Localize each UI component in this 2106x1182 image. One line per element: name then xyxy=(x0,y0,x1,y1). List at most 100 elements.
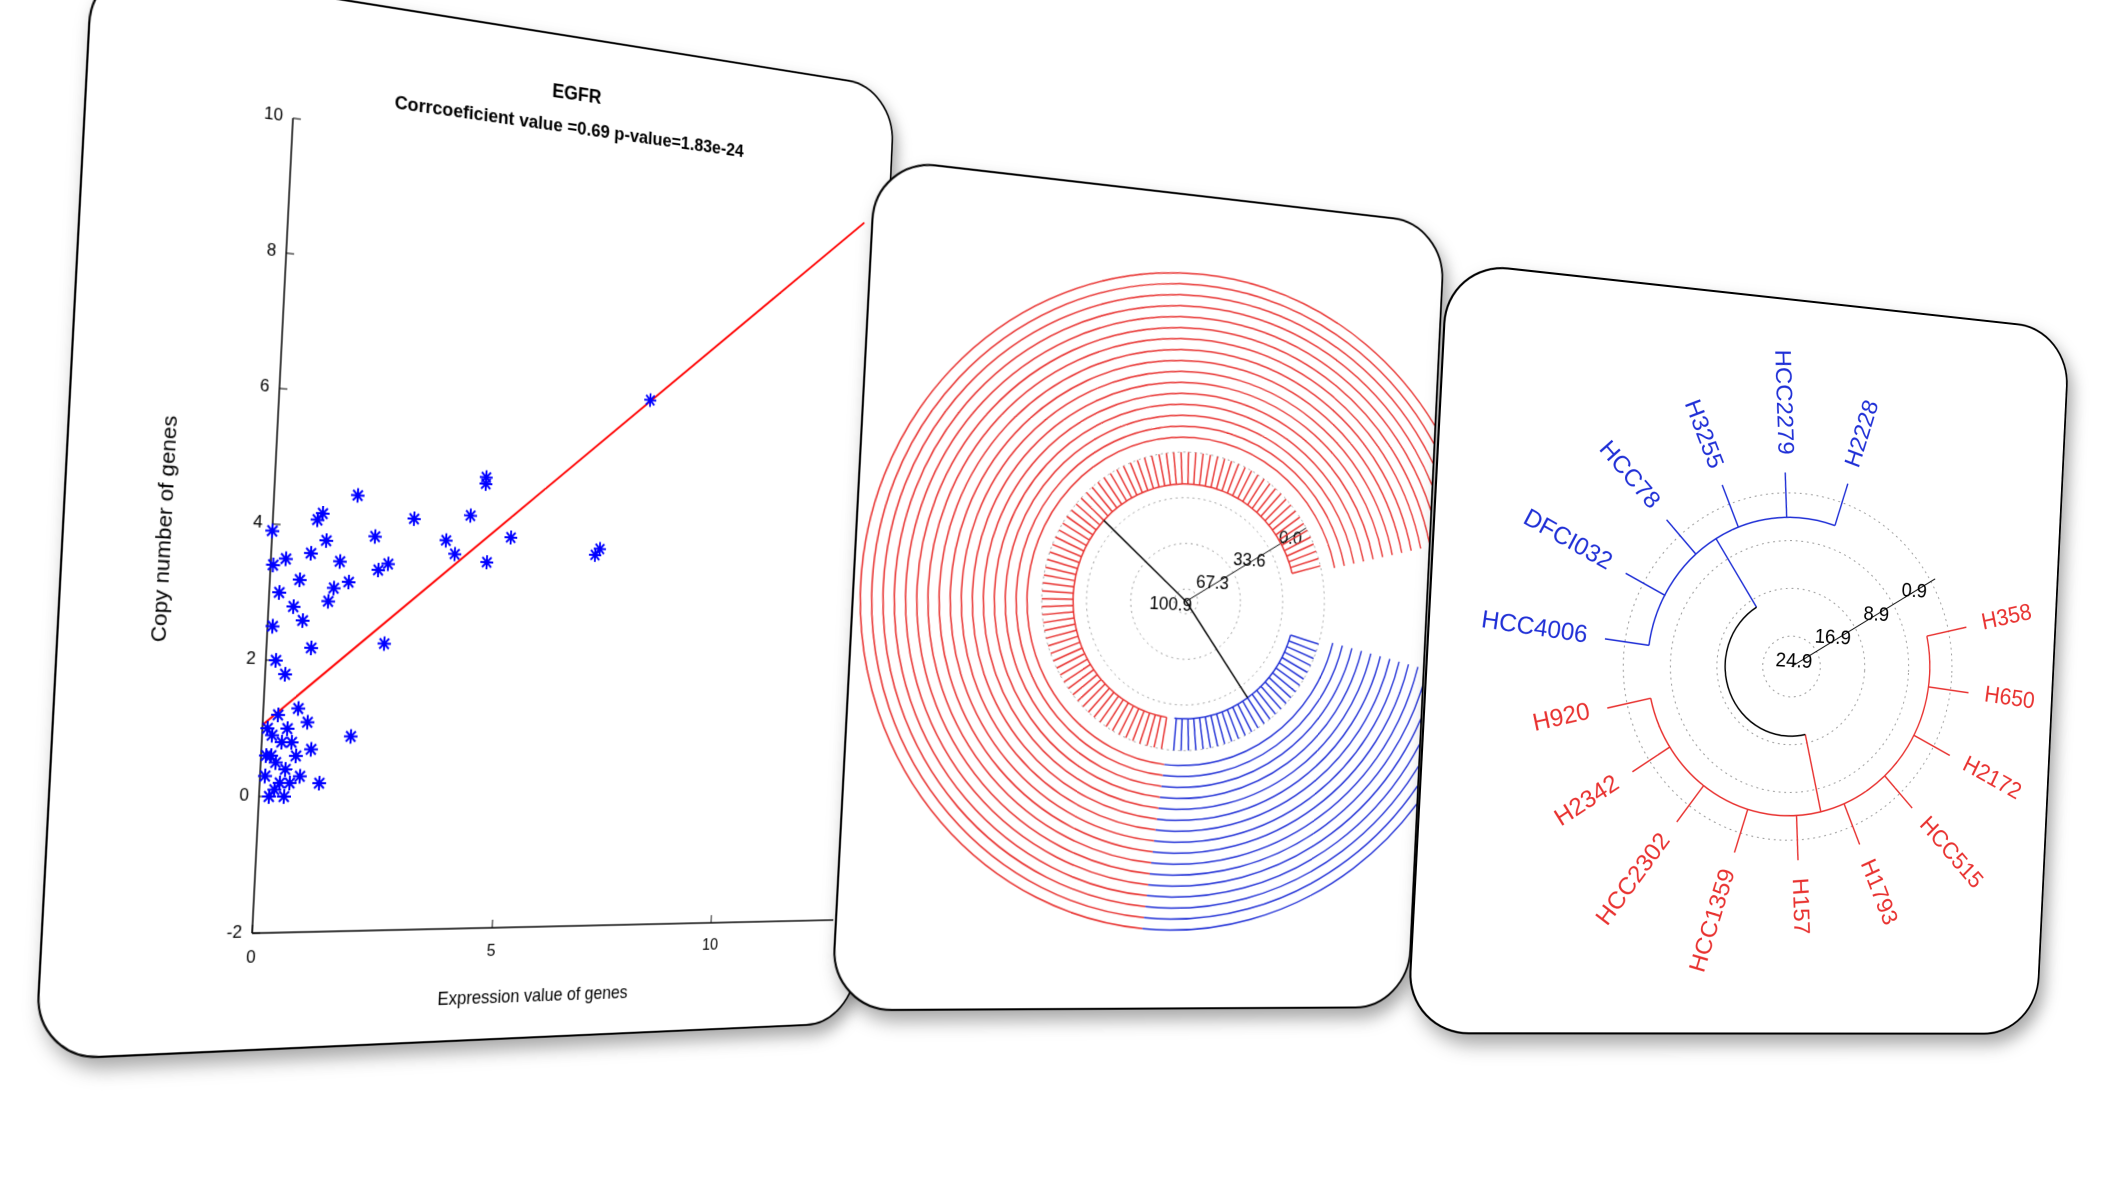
branch xyxy=(1194,453,1196,485)
leaf-label-ring xyxy=(1161,639,1352,792)
point xyxy=(277,789,292,804)
branch xyxy=(1238,470,1252,499)
leaf-label: HCC1359 xyxy=(1684,866,1740,975)
leaf-branch xyxy=(1720,485,1740,527)
branch xyxy=(1174,718,1177,750)
branch xyxy=(1278,663,1304,679)
x-tick-label: 10 xyxy=(702,936,719,955)
ring-label: 16.9 xyxy=(1814,626,1851,650)
leaf-label: H157 xyxy=(1787,877,1814,936)
chart-title: EGFR xyxy=(552,80,603,109)
branch xyxy=(1109,473,1128,501)
point xyxy=(289,749,304,764)
leaf-label-ring xyxy=(879,278,1444,899)
point xyxy=(304,546,319,561)
leaf-branch xyxy=(1677,785,1704,823)
branch xyxy=(1180,452,1184,484)
point xyxy=(304,742,319,757)
branch xyxy=(1045,567,1076,574)
leaf-label-ring xyxy=(1163,637,1343,781)
leaf-branch xyxy=(1927,625,1967,639)
point xyxy=(286,599,301,614)
y-tick xyxy=(286,253,294,254)
leaf-label: HCC515 xyxy=(1915,811,1988,894)
leaf-label: HCC78 xyxy=(1594,435,1666,514)
leaf-branch xyxy=(1605,639,1649,646)
leaf-branch xyxy=(1883,776,1913,808)
fit-line xyxy=(263,149,865,735)
branch xyxy=(1204,717,1212,748)
branch xyxy=(1043,616,1074,624)
branch xyxy=(1044,575,1075,581)
branch xyxy=(1042,591,1073,593)
leaf-label: H2172 xyxy=(1959,751,2025,805)
branch xyxy=(1112,702,1128,731)
ring-label: 100.9 xyxy=(1149,593,1193,615)
clade-branch xyxy=(1801,734,1824,811)
x-axis xyxy=(252,920,833,933)
point xyxy=(304,640,318,655)
leaf-label-ring xyxy=(843,241,1444,931)
branch xyxy=(1241,701,1259,728)
point xyxy=(333,554,347,569)
leaf-branch xyxy=(1607,696,1650,710)
branch xyxy=(1055,537,1084,551)
point xyxy=(295,613,310,628)
leaf-label: H2342 xyxy=(1550,769,1624,832)
leaf-branch xyxy=(1734,809,1747,853)
point xyxy=(268,653,283,668)
leaf-branch xyxy=(1835,483,1848,527)
y-tick-label: 10 xyxy=(264,103,284,125)
branch xyxy=(1136,460,1149,490)
point xyxy=(439,533,453,548)
branch xyxy=(1275,668,1301,686)
point xyxy=(321,594,335,609)
point xyxy=(271,707,286,722)
point xyxy=(368,529,382,544)
leaf-label-ring xyxy=(1160,641,1361,802)
point xyxy=(262,789,277,804)
point xyxy=(381,556,395,571)
point xyxy=(327,581,341,596)
cell-line-dendrogram: 24.916.9 8.9 0.9 H358 H650 H2172 HCC515 H1793 H1… xyxy=(1480,350,2036,976)
branch xyxy=(1062,523,1090,540)
branch xyxy=(1126,708,1139,738)
branch xyxy=(1122,466,1138,495)
point xyxy=(342,575,356,590)
branch xyxy=(1198,718,1205,749)
point xyxy=(272,585,287,600)
leaf-label: DFCI032 xyxy=(1519,503,1617,575)
leaf-label-ring xyxy=(914,315,1429,867)
point xyxy=(407,511,421,526)
y-tick xyxy=(293,118,301,119)
branch xyxy=(1106,699,1123,727)
root-branch xyxy=(1100,520,1190,601)
scatter-chart: EGFR Corrcoeficient value =0.69 p-value=… xyxy=(146,80,893,1009)
y-tick xyxy=(279,388,287,389)
point xyxy=(279,551,294,566)
branch xyxy=(1064,663,1090,683)
branch xyxy=(1211,456,1218,488)
point xyxy=(291,701,306,716)
branch xyxy=(1042,610,1073,616)
point xyxy=(293,769,308,784)
branch xyxy=(1236,704,1253,732)
y-tick-label: 6 xyxy=(260,376,270,397)
branch xyxy=(1051,641,1080,655)
point xyxy=(480,555,494,570)
y-tick-label: 4 xyxy=(253,512,263,532)
point xyxy=(278,667,293,682)
branch xyxy=(1154,716,1161,748)
branch xyxy=(1192,718,1197,750)
point xyxy=(344,729,358,744)
branch xyxy=(1187,452,1190,484)
leaf-label: H920 xyxy=(1530,697,1592,737)
circular-dendrogram-panel: 100.967.333.6 0.0 xyxy=(830,157,1446,1012)
branch xyxy=(1060,658,1087,676)
leaf-label: H650 xyxy=(1983,681,2036,714)
ring-label: 0.0 xyxy=(1279,527,1303,548)
branch xyxy=(1043,583,1074,587)
y-tick-label: 0 xyxy=(239,785,250,805)
branch xyxy=(1243,474,1258,503)
